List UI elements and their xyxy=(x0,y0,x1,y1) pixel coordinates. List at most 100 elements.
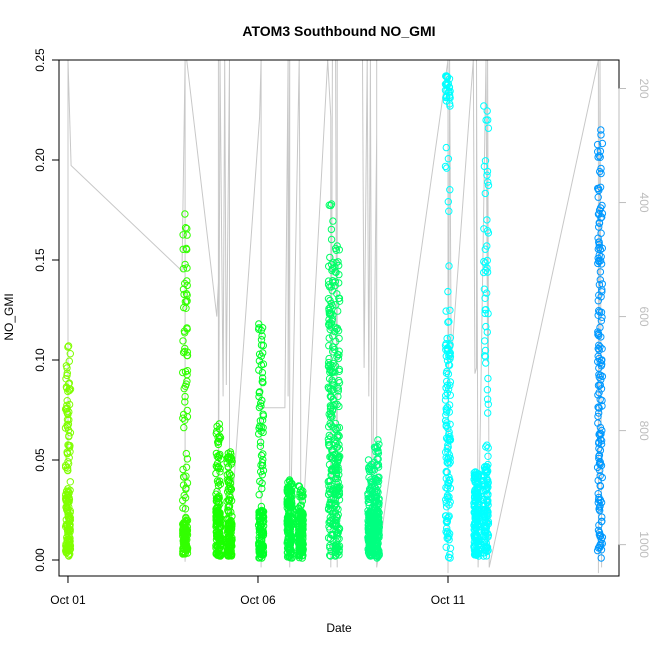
data-point xyxy=(66,507,75,515)
data-point xyxy=(446,352,455,361)
data-point xyxy=(479,532,488,541)
data-point xyxy=(333,353,341,361)
data-point xyxy=(481,337,489,345)
data-point xyxy=(442,422,450,430)
data-point xyxy=(181,494,190,502)
data-point xyxy=(470,538,479,546)
data-point xyxy=(65,526,73,534)
data-point xyxy=(181,210,189,218)
data-point xyxy=(598,473,606,482)
data-point xyxy=(332,259,340,267)
data-point xyxy=(470,534,479,542)
data-point xyxy=(596,147,605,156)
data-point xyxy=(226,529,234,537)
data-point xyxy=(445,207,453,215)
data-point xyxy=(595,206,604,214)
data-point xyxy=(372,444,380,452)
data-point xyxy=(63,369,72,377)
data-point xyxy=(183,231,191,239)
data-point xyxy=(593,463,602,472)
point-clusters xyxy=(61,72,607,562)
data-point xyxy=(443,334,451,343)
data-point xyxy=(597,126,605,134)
data-point xyxy=(181,329,189,337)
data-point xyxy=(596,268,605,276)
data-point xyxy=(325,482,333,490)
data-point xyxy=(333,481,341,489)
data-point xyxy=(594,345,602,353)
data-point xyxy=(335,334,343,343)
data-point xyxy=(63,397,71,405)
data-point xyxy=(183,325,191,333)
data-point xyxy=(483,395,492,403)
data-point xyxy=(364,533,372,542)
data-point xyxy=(328,413,336,421)
data-point xyxy=(445,401,454,409)
data-point xyxy=(445,436,453,445)
data-point xyxy=(442,143,450,152)
data-point xyxy=(594,391,602,399)
data-point xyxy=(443,403,451,411)
data-point xyxy=(442,93,450,102)
data-point xyxy=(180,423,188,432)
data-point xyxy=(445,512,453,520)
data-point xyxy=(297,509,305,517)
data-point xyxy=(64,542,72,551)
data-point xyxy=(179,547,187,556)
data-point xyxy=(325,423,333,431)
secondary-tick-label: 200 xyxy=(637,78,650,98)
data-point xyxy=(446,420,454,428)
y-tick-label: 0.00 xyxy=(33,548,47,572)
data-point xyxy=(446,550,454,558)
data-point xyxy=(483,167,492,176)
data-point xyxy=(256,388,264,396)
data-point xyxy=(258,484,266,493)
data-point xyxy=(597,164,605,173)
data-point xyxy=(259,378,267,387)
data-point xyxy=(64,441,72,449)
data-point xyxy=(483,547,491,556)
data-point xyxy=(181,260,189,269)
data-point xyxy=(444,198,452,206)
data-point xyxy=(598,372,607,381)
data-point xyxy=(256,417,265,425)
data-point xyxy=(333,433,342,442)
data-point xyxy=(484,479,492,487)
data-point xyxy=(61,547,70,555)
data-point xyxy=(442,411,450,419)
data-point xyxy=(331,263,339,271)
data-point xyxy=(255,491,263,499)
data-point xyxy=(483,264,491,272)
data-point xyxy=(331,362,340,370)
point-cluster xyxy=(370,436,383,562)
data-point xyxy=(444,318,452,326)
secondary-tick-label: 1000 xyxy=(637,531,650,558)
data-point xyxy=(179,410,188,419)
data-point xyxy=(595,373,603,381)
data-point xyxy=(283,487,291,495)
data-point xyxy=(182,380,190,388)
data-point xyxy=(331,278,340,286)
data-point xyxy=(333,437,341,446)
data-point xyxy=(257,528,265,536)
data-point xyxy=(595,341,603,349)
data-point xyxy=(183,277,191,285)
data-point xyxy=(481,245,489,253)
data-point xyxy=(594,330,602,339)
data-point xyxy=(375,514,383,522)
point-cluster xyxy=(61,342,75,560)
point-cluster xyxy=(479,102,493,560)
data-point xyxy=(480,492,488,500)
data-point xyxy=(334,392,342,401)
data-point xyxy=(294,505,303,513)
data-point xyxy=(470,472,479,480)
data-point xyxy=(371,542,379,550)
y-tick-label: 0.25 xyxy=(33,48,47,72)
data-point xyxy=(259,466,268,475)
data-point xyxy=(482,443,490,451)
data-point xyxy=(333,290,341,298)
data-point xyxy=(179,414,187,422)
data-point xyxy=(62,383,71,391)
y-tick-label: 0.05 xyxy=(33,448,47,472)
